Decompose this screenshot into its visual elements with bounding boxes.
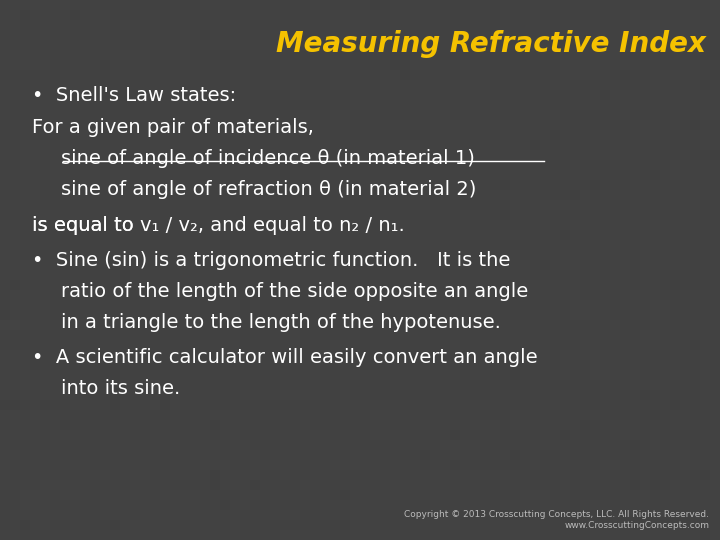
- Text: www.CrosscuttingConcepts.com: www.CrosscuttingConcepts.com: [564, 521, 709, 530]
- Text: •  A scientific calculator will easily convert an angle: • A scientific calculator will easily co…: [32, 348, 538, 367]
- Text: is equal to v₁ / v₂, and equal to n₂ / n₁.: is equal to v₁ / v₂, and equal to n₂ / n…: [32, 217, 405, 235]
- Text: is equal to: is equal to: [32, 217, 140, 235]
- Text: •  Sine (sin) is a trigonometric function.   It is the: • Sine (sin) is a trigonometric function…: [32, 251, 510, 270]
- Text: Measuring Refractive Index: Measuring Refractive Index: [276, 30, 706, 58]
- Text: •  Snell's Law states:: • Snell's Law states:: [32, 86, 237, 105]
- Text: into its sine.: into its sine.: [61, 379, 181, 398]
- Text: ratio of the length of the side opposite an angle: ratio of the length of the side opposite…: [61, 282, 528, 301]
- Text: in a triangle to the length of the hypotenuse.: in a triangle to the length of the hypot…: [61, 313, 501, 333]
- Text: Copyright © 2013 Crosscutting Concepts, LLC. All Rights Reserved.: Copyright © 2013 Crosscutting Concepts, …: [404, 510, 709, 519]
- Text: For a given pair of materials,: For a given pair of materials,: [32, 118, 314, 137]
- Text: sine of angle of refraction θ (in material 2): sine of angle of refraction θ (in materi…: [61, 180, 477, 199]
- Text: sine of angle of incidence θ (in material 1): sine of angle of incidence θ (in materia…: [61, 149, 475, 168]
